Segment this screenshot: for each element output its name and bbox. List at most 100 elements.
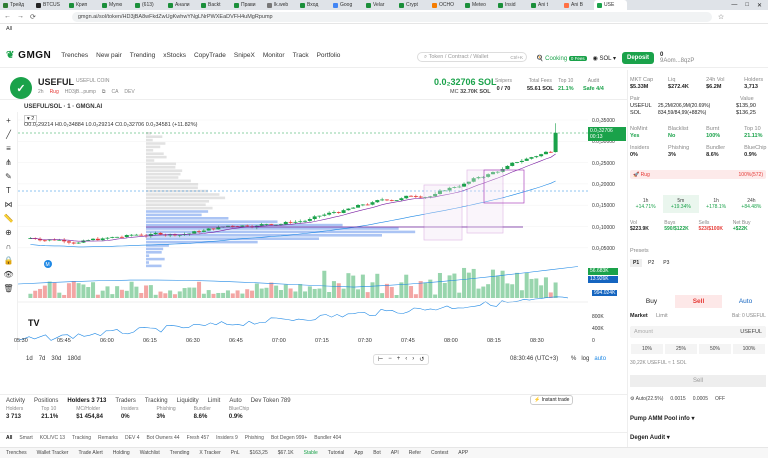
sell-submit-button[interactable]: Sell [630,375,766,387]
bottom-tab[interactable]: Liquidity [177,398,199,404]
browser-tab[interactable]: Мулю [99,0,132,10]
deposit-button[interactable]: Deposit [622,52,654,64]
browser-tab[interactable]: Ani B [561,0,594,10]
status-item[interactable]: Wallet Tracker [37,450,69,456]
text-icon[interactable]: T [6,186,11,195]
menu-item[interactable]: Trenches [61,52,88,59]
status-item[interactable]: Holding [113,450,130,456]
drawn-rectangle[interactable] [467,170,503,233]
reload-icon[interactable]: ⟳ [30,13,36,21]
browser-tab[interactable]: Goog [330,0,363,10]
status-item[interactable]: $67.1K [278,450,294,456]
menu-item[interactable]: Trending [130,52,155,59]
crosshair-icon[interactable]: + [6,116,11,125]
zoom-out-icon[interactable]: − [388,356,392,363]
reset-icon[interactable]: ↺ [419,356,424,363]
status-item[interactable]: Tutorial [328,450,345,456]
holder-filter[interactable]: Bot Degen 999+ [271,435,307,441]
status-item[interactable]: Trenches [6,450,27,456]
timeframe-cell[interactable]: 24h +84.48% [734,195,768,213]
price-chart[interactable]: M TV [18,112,588,350]
menu-item[interactable]: CopyTrade [194,52,226,59]
browser-tab[interactable]: Прави [231,0,264,10]
maximize-icon[interactable]: □ [745,2,749,9]
star-icon[interactable]: ☆ [718,13,724,21]
sell-tab[interactable]: Sell [675,295,722,308]
percent-button[interactable]: 50% [699,344,731,354]
status-item[interactable]: PnL [231,450,240,456]
bar-start-icon[interactable]: ⊢ [378,356,383,363]
trendline-icon[interactable]: ╱ [6,130,11,139]
status-item[interactable]: Bot [373,450,381,456]
ruler-icon[interactable]: 📏 [4,214,14,223]
browser-tab[interactable]: Анали [165,0,198,10]
status-item[interactable]: Watchlist [140,450,160,456]
range-button[interactable]: 180d [67,356,80,362]
bottom-tab[interactable]: Limit [208,398,221,404]
menu-item[interactable]: New pair [96,52,122,59]
hline-icon[interactable]: ≡ [6,144,11,153]
menu-item[interactable]: Portfolio [317,52,341,59]
status-item[interactable]: Contest [431,450,448,456]
percent-button[interactable]: 100% [733,344,765,354]
search-input[interactable]: ⌕ Token / Contract / Wallet Ctrl+K [417,52,527,62]
status-item[interactable]: App [354,450,363,456]
status-item[interactable]: Trending [170,450,190,456]
bottom-tab[interactable]: Auto [229,398,241,404]
timeframe-cell[interactable]: 1h +178.1% [699,195,734,213]
holder-filter[interactable]: DEV 4 [125,435,139,441]
close-icon[interactable]: ✕ [757,2,762,9]
preset-button[interactable]: P2 [645,259,657,267]
url-field[interactable]: gmgn.ai/sol/token/HD3jBA8wFkdZwUgKwhwYNg… [72,12,712,22]
status-item[interactable]: $163,25 [250,450,268,456]
browser-tab[interactable]: Velar [363,0,396,10]
gmgn-logo[interactable]: ❦ GMGN [6,50,51,61]
status-item[interactable]: APP [458,450,468,456]
pump-pool-info[interactable]: Pump AMM Pool info ▾ [630,415,694,422]
brush-icon[interactable]: ✎ [5,172,12,181]
scale-option[interactable]: % [571,356,576,362]
status-item[interactable]: Stable [304,450,318,456]
holder-filter[interactable]: Smart [19,435,32,441]
browser-tab[interactable]: BTCUS [33,0,66,10]
holder-filter[interactable]: Tracking [72,435,91,441]
wallet-button[interactable]: 0 9Aom...8qzP [660,52,694,64]
holder-filter[interactable]: All [6,435,12,441]
chain-select[interactable]: ◉ SOL ▾ [593,55,616,62]
bottom-tab[interactable]: Tracking [145,398,168,404]
menu-item[interactable]: Track [293,52,309,59]
menu-item[interactable]: xStocks [163,52,186,59]
zoom-in-icon[interactable]: + [397,356,401,363]
range-button[interactable]: 30d [51,356,61,362]
scale-option[interactable]: auto [594,356,606,362]
status-item[interactable]: Refer [409,450,421,456]
market-tab[interactable]: Market [630,313,648,319]
percent-button[interactable]: 25% [665,344,697,354]
holder-filter[interactable]: Bot Owners 44 [147,435,180,441]
browser-tab[interactable]: Трейд [0,0,33,10]
bottom-tab[interactable]: Holders 3 713 [67,398,106,404]
browser-tab[interactable]: Meteo [462,0,495,10]
range-button[interactable]: 1d [26,356,33,362]
magnet-icon[interactable]: ∩ [6,242,12,251]
back-icon[interactable]: ← [4,13,11,20]
cooking-button[interactable]: 🍳 Cooking 0 Fees [536,55,587,62]
browser-tab[interactable]: Crypt [396,0,429,10]
browser-tab[interactable]: (613) [132,0,165,10]
menu-item[interactable]: SnipeX [234,52,255,59]
minimize-icon[interactable]: — [731,2,737,9]
trash-icon[interactable]: 🗑 [3,284,13,293]
browser-tab[interactable]: USE [594,0,627,10]
browser-tab[interactable]: lk.web [264,0,297,10]
auto-tab[interactable]: Auto [722,295,768,308]
range-button[interactable]: 7d [39,356,46,362]
bottom-tab[interactable]: Positions [34,398,58,404]
zoom-icon[interactable]: ⊕ [5,228,12,237]
dev-link[interactable]: DEV [124,89,134,95]
holder-filter[interactable]: Phishing [245,435,264,441]
browser-tab[interactable]: Ani t [528,0,561,10]
limit-tab[interactable]: Limit [656,313,668,319]
pattern-icon[interactable]: ⋈ [5,200,13,209]
holder-filter[interactable]: Insiders 9 [216,435,238,441]
scroll-left-icon[interactable]: ‹ [405,356,407,363]
